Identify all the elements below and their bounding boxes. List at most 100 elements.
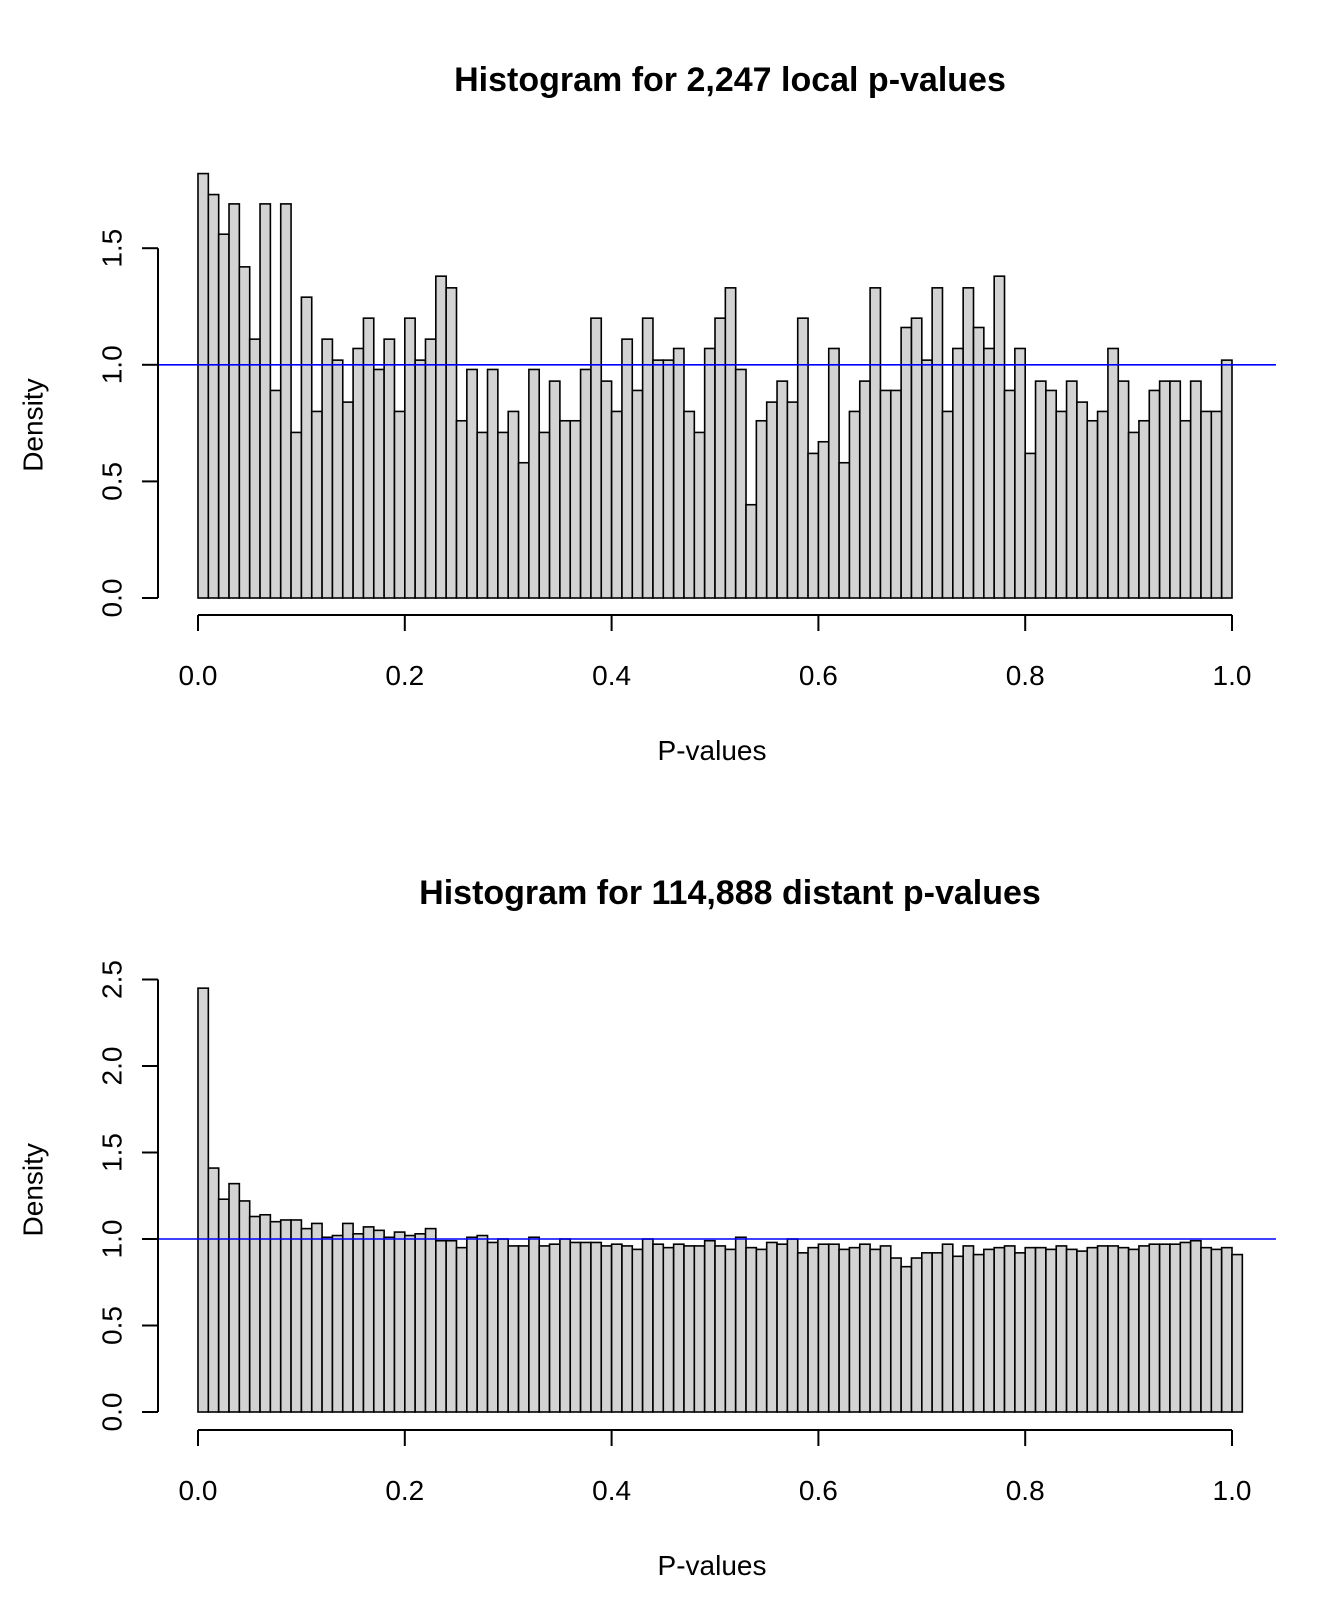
- histogram-bar: [796, 1252, 809, 1413]
- histogram-bar: [1127, 1248, 1140, 1413]
- histogram-bar: [765, 1241, 778, 1413]
- histogram-bar: [269, 1220, 282, 1413]
- histogram-bar: [734, 1236, 747, 1413]
- histogram-bar: [848, 410, 861, 599]
- histogram-bar: [217, 233, 230, 599]
- histogram-bar: [486, 368, 499, 599]
- histogram-bar: [610, 410, 623, 599]
- histogram-bar: [362, 1226, 375, 1413]
- histogram-bar: [983, 1248, 995, 1413]
- histogram-bar: [445, 1239, 458, 1413]
- histogram-bar: [1003, 1245, 1016, 1413]
- histogram-bar: [1055, 410, 1068, 599]
- x-axis-label: P-values: [658, 735, 767, 766]
- histogram-bar: [497, 1238, 509, 1413]
- histogram-bar: [703, 1239, 716, 1413]
- histogram-bar: [352, 1233, 365, 1413]
- histogram-bar: [1179, 1241, 1192, 1413]
- histogram-bar: [455, 419, 468, 599]
- histogram-bar: [1138, 419, 1151, 599]
- x-tick-label: 0.8: [1006, 1475, 1045, 1506]
- histogram-bar: [279, 1219, 292, 1413]
- histogram-bar: [528, 368, 541, 599]
- histogram-bar: [424, 1227, 437, 1413]
- histogram-bar: [559, 1238, 572, 1413]
- x-tick-label: 0.6: [799, 660, 838, 691]
- histogram-bar: [1220, 359, 1233, 599]
- histogram-bar: [1169, 1243, 1182, 1413]
- histogram-bar: [1107, 1245, 1120, 1413]
- histogram-bar: [238, 1200, 251, 1413]
- histogram-bar: [517, 1245, 530, 1413]
- histogram-bar: [827, 347, 840, 599]
- histogram-bar: [517, 461, 530, 599]
- histogram-bar: [1096, 410, 1109, 599]
- histogram-bar: [1148, 389, 1161, 599]
- histogram-bar: [1117, 1246, 1130, 1413]
- histogram-bar: [538, 431, 551, 599]
- histogram-bar: [590, 1241, 603, 1413]
- histogram-bar: [1065, 1248, 1078, 1413]
- x-tick-label: 0.2: [385, 1475, 424, 1506]
- histogram-bar: [1076, 401, 1089, 599]
- histogram-bar: [1158, 380, 1171, 599]
- histogram-bar: [858, 380, 871, 599]
- histogram-bar: [1210, 1248, 1223, 1413]
- histogram-bar: [403, 1234, 416, 1413]
- histogram-bar: [455, 1246, 468, 1413]
- histogram-bar: [1034, 380, 1047, 599]
- histogram-bar: [424, 338, 437, 599]
- histogram-bar: [352, 347, 365, 599]
- histogram-bar: [590, 317, 603, 599]
- histogram-bar: [341, 401, 354, 599]
- histogram-bar: [796, 317, 809, 599]
- histogram-bar: [1158, 1243, 1171, 1413]
- y-tick-label: 1.5: [97, 229, 128, 268]
- histogram-bar: [662, 1246, 675, 1413]
- histogram-bar: [621, 1245, 634, 1413]
- histogram-bar: [1076, 1250, 1089, 1413]
- x-axis-label: P-values: [658, 1550, 767, 1581]
- x-tick-label: 0.0: [179, 1475, 218, 1506]
- y-tick-label: 2.0: [97, 1047, 128, 1086]
- histogram-bar: [1138, 1245, 1151, 1413]
- y-tick-label: 1.0: [97, 1220, 128, 1259]
- y-axis-label: Density: [18, 1143, 49, 1236]
- local-pvalues-panel: Histogram for 2,247 local p-values 0.0 0.5…: [18, 61, 1276, 766]
- histogram-bar: [1055, 1245, 1068, 1413]
- histogram-bar: [910, 317, 923, 599]
- histogram-bar: [486, 1241, 499, 1413]
- x-tick-label: 0.4: [592, 1475, 631, 1506]
- histogram-bar: [931, 1252, 944, 1413]
- histogram-bar: [993, 275, 1006, 599]
- histogram-bar: [1220, 1246, 1233, 1413]
- histogram-bar: [1024, 1246, 1037, 1413]
- histogram-bar: [321, 1236, 334, 1413]
- histogram-bar: [1169, 380, 1182, 599]
- histogram-bar: [197, 172, 210, 599]
- histogram-bar: [993, 1246, 1006, 1413]
- histogram-bar: [435, 1239, 447, 1413]
- histogram-bar: [1179, 419, 1192, 599]
- histogram-bar: [600, 1245, 613, 1413]
- histogram-bar: [310, 410, 323, 599]
- histogram-bar: [952, 347, 964, 599]
- histogram-bar: [817, 440, 830, 599]
- histogram-bar: [962, 1245, 975, 1413]
- histogram-bar: [672, 347, 685, 599]
- histogram-bar: [197, 987, 210, 1413]
- histogram-bar: [931, 287, 944, 599]
- histogram-bar: [786, 1238, 799, 1413]
- histogram-bar: [776, 1243, 789, 1413]
- histogram-bar: [765, 401, 778, 599]
- histogram-bar: [1086, 419, 1099, 599]
- histogram-bar: [693, 1245, 706, 1413]
- histogram-bar: [807, 1246, 820, 1413]
- x-tick-label: 0.4: [592, 660, 631, 691]
- histogram-bar: [683, 1245, 696, 1413]
- histogram-bar: [652, 1243, 665, 1413]
- histogram-bar: [321, 338, 334, 599]
- histogram-bar: [952, 1255, 964, 1413]
- histogram-bar: [279, 203, 292, 599]
- histogram-bar: [383, 1236, 396, 1413]
